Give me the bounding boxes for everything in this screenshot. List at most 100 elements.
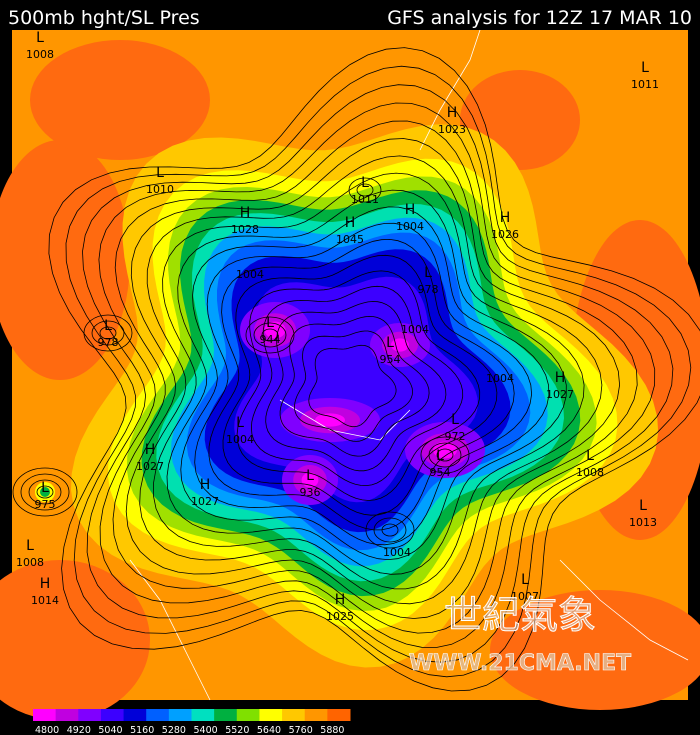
center-pressure: 1010 — [146, 183, 174, 196]
legend-tick-label: 4920 — [67, 725, 91, 735]
center-pressure: 1013 — [629, 516, 657, 529]
center-pressure: 978 — [98, 336, 119, 349]
legend-swatch — [304, 709, 328, 721]
legend-swatch — [282, 709, 306, 721]
low-core — [301, 472, 319, 488]
isobar — [82, 84, 674, 663]
legend-swatch — [191, 709, 215, 721]
legend-swatch — [259, 709, 283, 721]
isobar — [261, 328, 279, 342]
center-kind: L — [36, 30, 44, 46]
legend-tick-label: 4800 — [35, 725, 59, 735]
center-pressure: 978 — [418, 283, 439, 296]
height-field — [0, 29, 700, 720]
warm-patch — [0, 140, 130, 380]
isobar — [208, 238, 515, 531]
center-pressure: 1023 — [438, 123, 466, 136]
center-pressure: 954 — [430, 466, 451, 479]
legend-swatch — [55, 709, 79, 721]
center-kind: H — [447, 105, 458, 121]
isobar — [194, 222, 533, 546]
map-title: 500mb hght/SL Pres — [8, 7, 200, 29]
warm-patch — [490, 590, 700, 710]
center-kind: L — [306, 468, 314, 484]
legend-swatch — [100, 709, 125, 721]
isobar — [12, 467, 78, 517]
legend-tick-label: 5520 — [225, 725, 249, 735]
center-pressure: 1011 — [351, 193, 379, 206]
isobar — [83, 314, 133, 352]
isobar — [279, 315, 430, 457]
center-kind: H — [405, 202, 416, 218]
coastline — [279, 399, 411, 441]
isobar — [112, 120, 638, 634]
center-kind: L — [436, 448, 444, 464]
warm-patch — [0, 560, 150, 720]
center-kind: L — [236, 415, 244, 431]
center-kind: H — [40, 576, 51, 592]
center-kind: H — [240, 205, 251, 221]
isobar-label: 1004 — [486, 372, 514, 385]
center-kind: L — [361, 175, 369, 191]
center-kind: H — [555, 370, 566, 386]
legend-tick-label: 5760 — [289, 725, 313, 735]
legend-tick-label: 5160 — [130, 725, 154, 735]
center-kind: H — [345, 215, 356, 231]
center-pressure: 1027 — [136, 460, 164, 473]
center-pressure: 1004 — [226, 433, 254, 446]
isobar — [91, 320, 125, 346]
legend-swatch — [123, 709, 147, 721]
isobar-label: 1004 — [236, 268, 264, 281]
center-pressure: 1026 — [491, 228, 519, 241]
coastline — [559, 559, 689, 661]
center-pressure: 1027 — [546, 388, 574, 401]
isobar — [236, 270, 481, 501]
center-pressure: 954 — [380, 353, 401, 366]
isobar — [20, 473, 70, 511]
legend-swatch — [33, 709, 57, 721]
center-pressure: 975 — [35, 498, 56, 511]
center-pressure: 1007 — [511, 590, 539, 603]
legend-tick-label: 5040 — [98, 725, 122, 735]
center-kind: L — [451, 412, 459, 428]
color-legend: 4800 4920 5040 5160 5280 5400 5520 5640 5760 5880 — [33, 709, 351, 735]
isobars — [12, 47, 700, 692]
center-kind: L — [586, 448, 594, 464]
isobar — [373, 517, 407, 543]
low-core — [433, 441, 457, 459]
legend-swatch — [214, 709, 238, 721]
legend-tick-label: 5880 — [320, 725, 344, 735]
isobar — [265, 301, 447, 472]
center-pressure: 1008 — [26, 48, 54, 61]
isobar — [98, 102, 656, 648]
center-kind: L — [639, 498, 647, 514]
legend-swatch — [168, 709, 192, 721]
center-kind: L — [521, 572, 529, 588]
legend-swatch — [146, 709, 170, 721]
legend-tick-label: 5400 — [194, 725, 218, 735]
isobar — [428, 442, 462, 468]
center-pressure: 1004 — [396, 220, 424, 233]
isobar — [222, 254, 498, 516]
center-kind: H — [145, 442, 156, 458]
center-pressure: 1008 — [576, 466, 604, 479]
center-kind: L — [266, 315, 274, 331]
center-kind: H — [500, 210, 511, 226]
center-kind: L — [641, 60, 649, 76]
center-pressure: 1011 — [631, 78, 659, 91]
isobar — [420, 436, 470, 474]
center-pressure: 944 — [260, 333, 281, 346]
isobar — [166, 189, 567, 575]
low-core — [315, 413, 345, 427]
center-pressure: 1014 — [31, 594, 59, 607]
center-kind: H — [335, 592, 346, 608]
isobar — [36, 485, 54, 499]
center-pressure: 972 — [445, 430, 466, 443]
center-kind: L — [424, 265, 432, 281]
legend-swatch — [236, 709, 260, 721]
isobar — [294, 330, 413, 442]
center-pressure: 1008 — [16, 556, 44, 569]
isobar — [381, 523, 399, 537]
legend-tick-label: 5640 — [257, 725, 281, 735]
center-kind: L — [26, 538, 34, 554]
